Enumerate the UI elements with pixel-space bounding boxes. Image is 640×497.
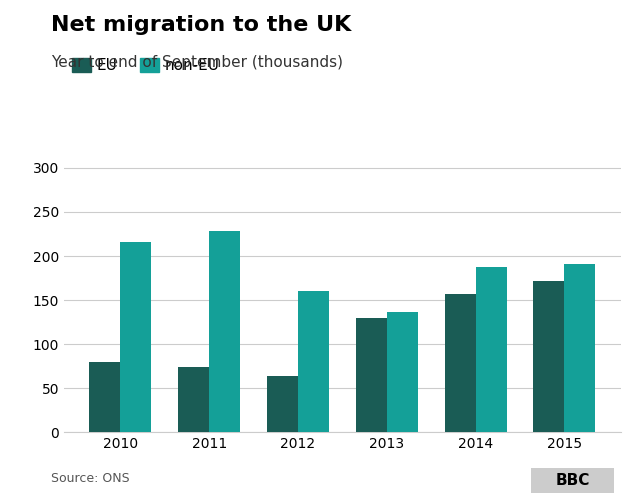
Text: Net migration to the UK: Net migration to the UK bbox=[51, 15, 351, 35]
Bar bbox=[120, 242, 152, 432]
Legend: EU, non-EU: EU, non-EU bbox=[66, 52, 226, 79]
Bar bbox=[298, 291, 329, 432]
Bar bbox=[476, 267, 507, 432]
Bar bbox=[356, 318, 387, 432]
Bar bbox=[90, 362, 120, 432]
Text: BBC: BBC bbox=[556, 473, 590, 488]
Bar bbox=[178, 367, 209, 432]
Text: Source: ONS: Source: ONS bbox=[51, 472, 130, 485]
Bar bbox=[533, 281, 564, 432]
Bar bbox=[267, 376, 298, 432]
Text: Year to end of September (thousands): Year to end of September (thousands) bbox=[51, 55, 343, 70]
Bar bbox=[564, 264, 595, 432]
Bar bbox=[209, 231, 240, 432]
Bar bbox=[387, 313, 418, 432]
Bar bbox=[445, 294, 476, 432]
